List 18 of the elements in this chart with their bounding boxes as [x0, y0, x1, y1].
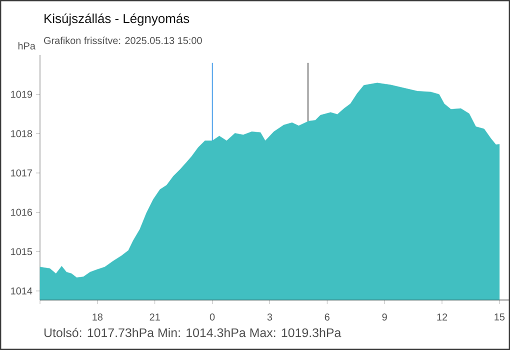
y-tick-label: 1016: [11, 208, 32, 216]
x-tick-label: 3: [267, 314, 272, 321]
x-tick-label: 12: [437, 314, 448, 320]
x-tick-label: 9: [382, 314, 387, 321]
y-tick-label: 1015: [11, 248, 32, 256]
x-tick-label: 21: [150, 314, 160, 320]
y-axis-title: hPa: [18, 42, 36, 50]
chart-title: Kisújszállás - Légnyomás: [44, 13, 190, 26]
y-tick-label: 1017: [11, 169, 32, 176]
chart-subtitle: Grafikon frissítve: 2025.05.13 15:00: [44, 36, 202, 44]
y-tick-label: 1014: [11, 287, 32, 294]
x-tick-label: 15: [494, 314, 505, 320]
y-tick-label: 1018: [11, 130, 32, 138]
y-tick-label: 1019: [11, 90, 32, 98]
x-tick-label: 0: [210, 314, 215, 321]
x-tick-label: 18: [92, 314, 103, 321]
x-tick-label: 6: [324, 314, 330, 321]
text: Utolsó: 1017.73hPa Min: 1014.3hPa Max: 1019.3hPa: [44, 328, 342, 338]
